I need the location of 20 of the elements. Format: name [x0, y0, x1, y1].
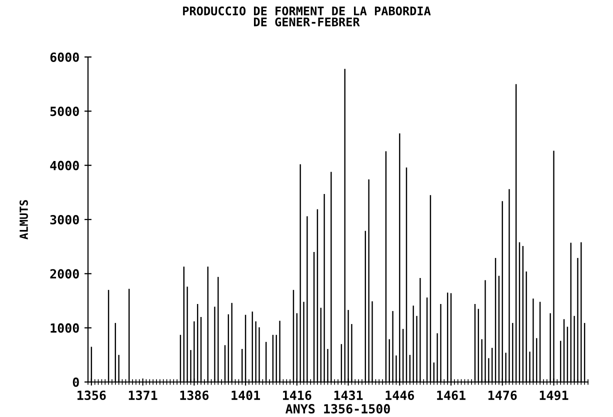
y-tick-label: 5000	[50, 106, 79, 116]
x-tick-label: 1401	[232, 390, 260, 400]
y-tick-label: 2000	[50, 269, 79, 279]
x-tick-label: 1431	[334, 390, 363, 400]
x-tick-label: 1356	[78, 390, 106, 400]
x-tick-label: 1371	[128, 390, 158, 400]
x-tick-label: 1461	[437, 390, 466, 400]
y-tick-label: 1000	[50, 323, 79, 333]
x-tick-label: 1476	[488, 390, 517, 400]
chart-title: PRODUCCIO DE FORMENT DE LA PABORDIA DE GENER-FEBRER	[183, 6, 431, 26]
y-tick-label: 6000	[50, 52, 79, 62]
x-tick-label: 1491	[540, 390, 568, 400]
x-tick-label: 1386	[180, 390, 209, 400]
y-tick-label: 4000	[50, 160, 79, 170]
x-tick-label: 1446	[386, 390, 414, 400]
y-tick-label: 0	[72, 377, 79, 387]
y-axis-title: ALMUTS	[20, 200, 28, 240]
x-axis-title: ANYS 1356-1500	[286, 404, 390, 414]
y-tick-label: 3000	[50, 214, 79, 224]
x-tick-label: 1416	[283, 390, 312, 400]
